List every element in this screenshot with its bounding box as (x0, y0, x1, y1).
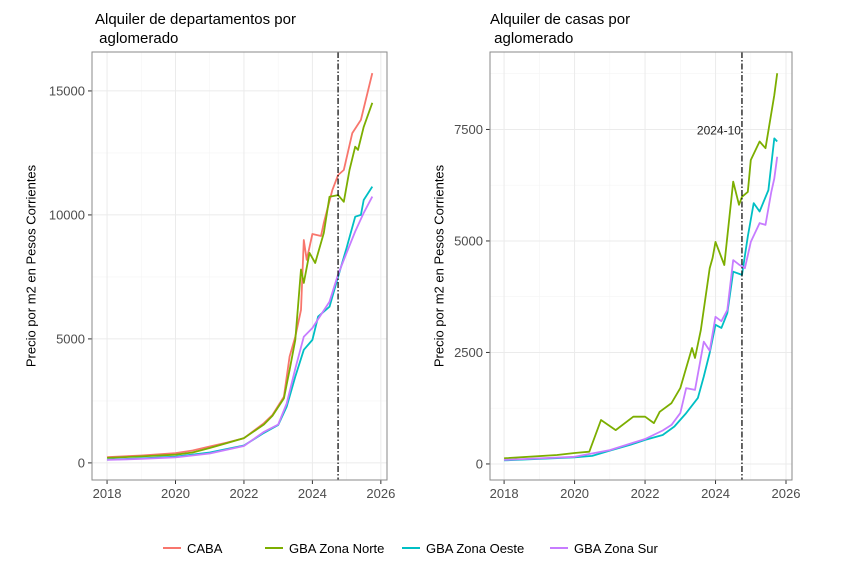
y-axis-title: Precio por m2 en Pesos Corrientes (431, 164, 446, 367)
x-tick-label: 2026 (366, 486, 395, 501)
panel-2: 2018 2020 2022 2024 2026 0 2500 5000 7500 2024-10… (431, 11, 800, 501)
x-tick-label: 2018 (490, 486, 519, 501)
series-line-gba-zona-oeste (107, 186, 374, 461)
y-tick-label: 15000 (49, 83, 85, 98)
legend: CABA GBA Zona Norte GBA Zona Oeste GBA Zona… (163, 541, 658, 556)
panel-border (489, 51, 793, 481)
y-tick-label: 5000 (454, 233, 483, 248)
x-tick-label: 2020 (560, 486, 589, 501)
y-tick-label: 10000 (49, 207, 85, 222)
x-tick-label: 2022 (229, 486, 258, 501)
x-tick-label: 2018 (93, 486, 122, 501)
legend-label: CABA (187, 541, 223, 556)
y-tick-label: 0 (476, 456, 483, 471)
x-tick-label: 2020 (161, 486, 190, 501)
y-tick-label: 7500 (454, 122, 483, 137)
legend-item: GBA Zona Oeste (402, 541, 524, 556)
series-line-gba-zona-sur (107, 196, 374, 461)
panel-title: aglomerado (490, 30, 573, 47)
series-line-gba-zona-norte (504, 73, 779, 460)
panel-title: Alquiler de casas por (490, 11, 630, 28)
panel-1: 2018 2020 2022 2024 2026 0 5000 10000 15000 Alqui… (23, 11, 395, 501)
y-axis-title: Precio por m2 en Pesos Corrientes (23, 164, 38, 367)
y-tick-label: 2500 (454, 345, 483, 360)
y-tick-label: 0 (78, 455, 85, 470)
series-line-gba-zona-norte (107, 102, 374, 459)
legend-label: GBA Zona Oeste (426, 541, 524, 556)
legend-item: CABA (163, 541, 223, 556)
x-tick-label: 2026 (772, 486, 801, 501)
legend-item: GBA Zona Norte (265, 541, 384, 556)
x-tick-label: 2024 (298, 486, 327, 501)
legend-label: GBA Zona Norte (289, 541, 384, 556)
panel-title: Alquiler de departamentos por (95, 11, 296, 28)
series-line-gba-zona-sur (504, 156, 779, 461)
x-tick-label: 2022 (631, 486, 660, 501)
series-line-caba (107, 72, 374, 459)
legend-item: GBA Zona Sur (550, 541, 658, 556)
panel-border (91, 51, 388, 481)
panel-title: aglomerado (95, 30, 178, 47)
x-tick-label: 2024 (701, 486, 730, 501)
legend-label: GBA Zona Sur (574, 541, 658, 556)
reference-line-label: 2024-10 (697, 123, 741, 137)
series-line-gba-zona-oeste (504, 137, 778, 462)
y-tick-label: 5000 (56, 331, 85, 346)
